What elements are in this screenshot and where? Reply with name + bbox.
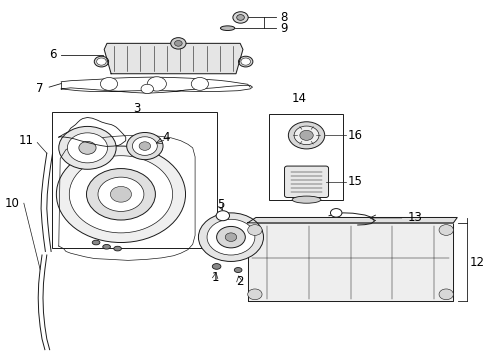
Circle shape xyxy=(225,233,236,242)
Circle shape xyxy=(59,126,116,169)
Circle shape xyxy=(98,177,143,211)
Circle shape xyxy=(126,132,163,159)
Text: 5: 5 xyxy=(216,198,224,211)
Text: 10: 10 xyxy=(5,197,20,210)
Text: 3: 3 xyxy=(133,102,140,115)
Circle shape xyxy=(438,225,452,235)
Circle shape xyxy=(170,38,185,49)
Circle shape xyxy=(191,77,208,90)
Text: 6: 6 xyxy=(49,49,56,62)
Text: 13: 13 xyxy=(407,211,422,224)
Text: 12: 12 xyxy=(469,256,484,269)
Ellipse shape xyxy=(234,267,242,273)
Circle shape xyxy=(293,126,318,145)
Ellipse shape xyxy=(212,264,221,269)
Circle shape xyxy=(198,213,263,261)
Text: 2: 2 xyxy=(235,275,243,288)
Ellipse shape xyxy=(114,246,121,251)
Ellipse shape xyxy=(92,240,100,245)
Ellipse shape xyxy=(94,56,108,67)
Circle shape xyxy=(69,156,172,233)
Circle shape xyxy=(216,211,229,221)
Bar xyxy=(269,114,343,200)
Text: 15: 15 xyxy=(347,175,362,188)
Circle shape xyxy=(141,84,153,94)
Polygon shape xyxy=(104,43,243,74)
Circle shape xyxy=(147,77,166,91)
Circle shape xyxy=(110,186,131,202)
Text: 16: 16 xyxy=(347,129,363,142)
Circle shape xyxy=(236,15,244,20)
Circle shape xyxy=(139,142,150,150)
Ellipse shape xyxy=(220,26,234,31)
Circle shape xyxy=(232,12,248,23)
Circle shape xyxy=(288,122,324,149)
Ellipse shape xyxy=(102,244,110,249)
Bar xyxy=(52,112,216,248)
Circle shape xyxy=(56,146,185,243)
Polygon shape xyxy=(247,223,452,301)
Circle shape xyxy=(86,168,155,220)
FancyBboxPatch shape xyxy=(284,166,328,198)
Text: 1: 1 xyxy=(211,271,219,284)
Circle shape xyxy=(299,130,313,140)
Circle shape xyxy=(174,41,182,46)
Circle shape xyxy=(241,58,250,65)
Circle shape xyxy=(79,141,96,154)
Ellipse shape xyxy=(238,56,252,67)
Circle shape xyxy=(247,225,262,235)
Circle shape xyxy=(67,133,107,163)
Text: 4: 4 xyxy=(163,131,170,144)
Circle shape xyxy=(97,58,106,65)
Circle shape xyxy=(206,219,254,255)
Text: 14: 14 xyxy=(291,92,306,105)
Circle shape xyxy=(247,289,262,300)
Circle shape xyxy=(132,137,157,156)
Circle shape xyxy=(330,208,341,217)
Text: 9: 9 xyxy=(280,22,287,35)
Circle shape xyxy=(216,226,245,248)
Text: 7: 7 xyxy=(36,82,43,95)
Circle shape xyxy=(100,77,117,90)
Polygon shape xyxy=(247,217,456,223)
Ellipse shape xyxy=(292,196,320,203)
Text: 11: 11 xyxy=(19,134,34,147)
Circle shape xyxy=(438,289,452,300)
Text: 8: 8 xyxy=(280,11,287,24)
